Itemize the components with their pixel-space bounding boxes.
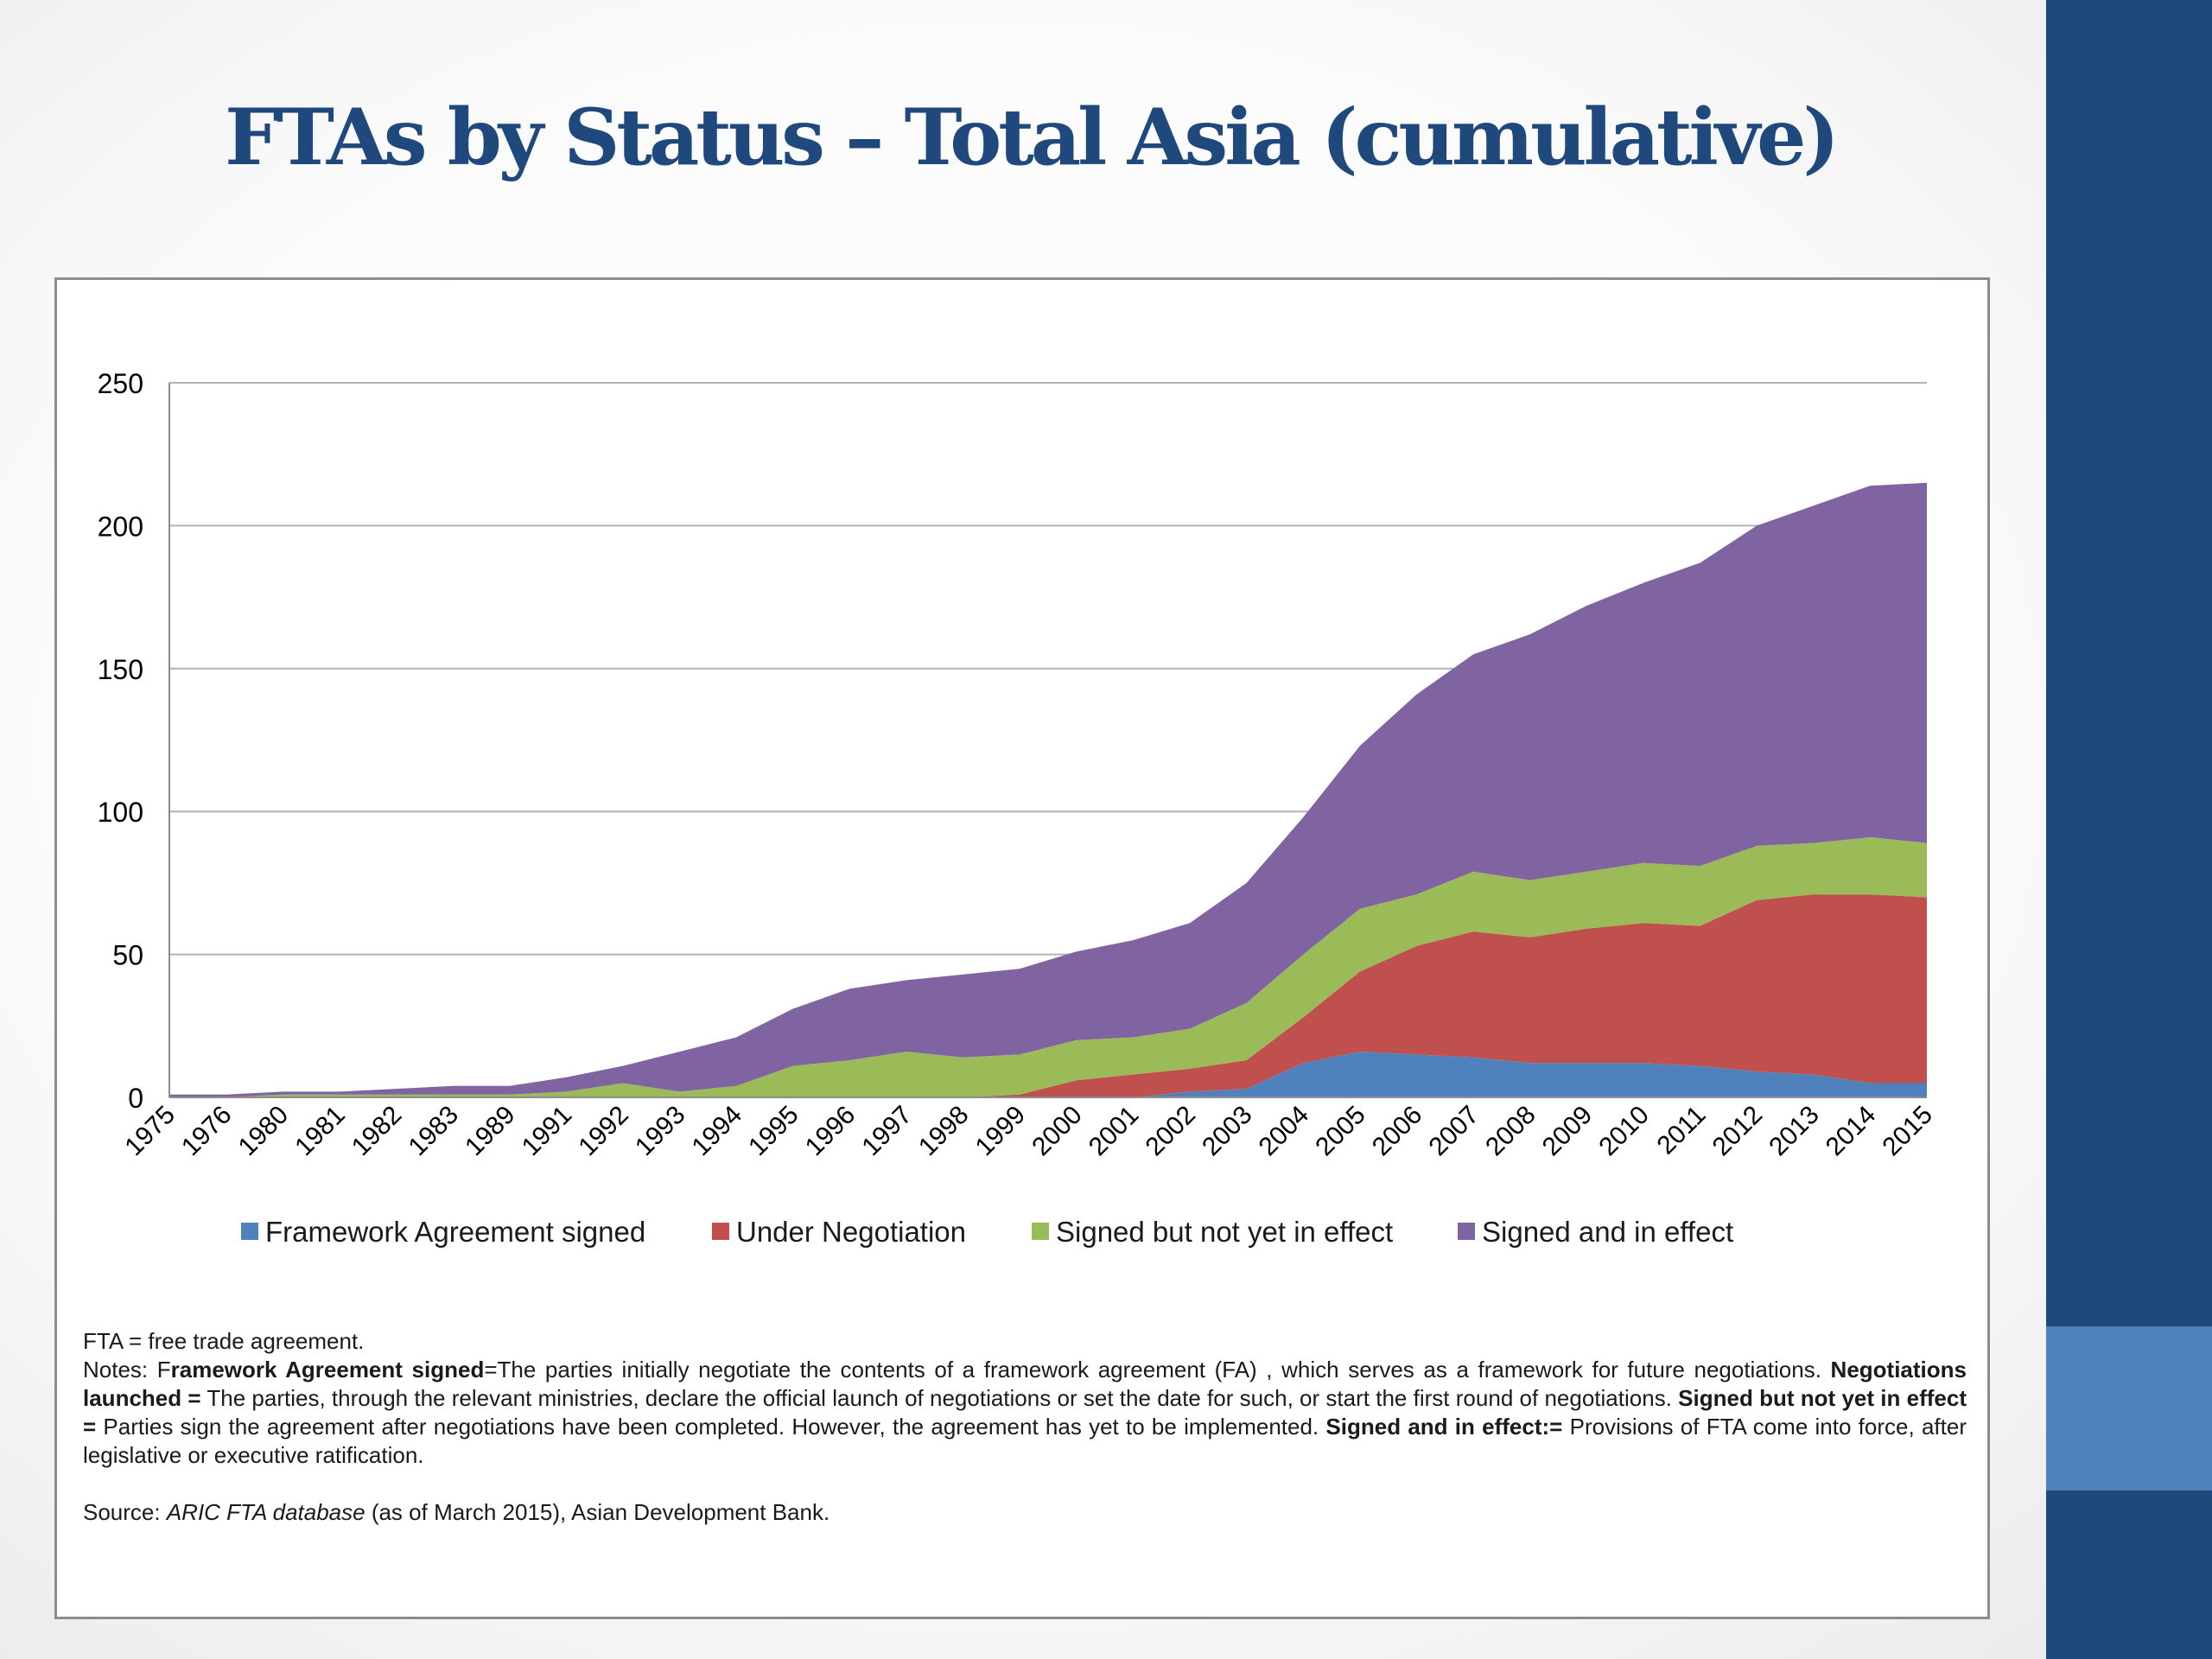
y-tick-label: 150 xyxy=(98,654,143,685)
axes xyxy=(168,383,1927,1098)
x-tick-label: 1982 xyxy=(346,1101,408,1162)
x-tick-label: 2000 xyxy=(1027,1101,1088,1162)
x-tick-label: 2001 xyxy=(1084,1101,1145,1162)
legend-label-under-negotiation: Under Negotiation xyxy=(736,1216,966,1248)
notes-paragraph: Notes: Framework Agreement signed=The pa… xyxy=(83,1356,1967,1470)
x-tick-label: 2007 xyxy=(1424,1101,1485,1162)
se-term: Signed and in effect:= xyxy=(1325,1414,1563,1440)
y-tick-label: 200 xyxy=(98,511,143,542)
x-tick-label: 2011 xyxy=(1652,1101,1712,1160)
x-tick-label: 2014 xyxy=(1821,1101,1882,1162)
notes-prefix: Notes: F xyxy=(83,1357,171,1382)
y-tick-label: 100 xyxy=(98,797,143,828)
y-tick-label: 250 xyxy=(98,368,143,399)
x-tick-label: 2004 xyxy=(1254,1101,1315,1162)
legend-label-framework-agreement-signed: Framework Agreement signed xyxy=(265,1216,645,1248)
sb-term: Signed but not yet in effect = xyxy=(83,1385,1967,1440)
x-tick-label: 2013 xyxy=(1764,1101,1825,1162)
x-tick-label: 2003 xyxy=(1197,1101,1258,1162)
area-signed-but-not-yet-in-effect xyxy=(169,837,1927,1097)
area-signed-and-in-effect xyxy=(169,482,1927,1097)
legend-label-signed-but-not-yet-in-effect: Signed but not yet in effect xyxy=(1056,1216,1393,1248)
legend-swatch-signed-and-in-effect xyxy=(1458,1223,1475,1240)
sidebar-accent-block xyxy=(2046,1326,2212,1491)
y-tick-labels: 0 50 100 150 200 250 xyxy=(98,368,143,1114)
y-tick-label: 50 xyxy=(112,940,143,971)
fta-definition: FTA = free trade agreement. xyxy=(83,1328,365,1354)
x-tick-label: 2009 xyxy=(1537,1101,1599,1162)
x-tick-label: 1996 xyxy=(800,1101,861,1162)
source-name: ARIC FTA database xyxy=(166,1499,365,1525)
legend-label-signed-and-in-effect: Signed and in effect xyxy=(1482,1216,1733,1248)
x-tick-label: 2015 xyxy=(1877,1101,1938,1162)
legend: Framework Agreement signed Under Negotiat… xyxy=(241,1216,1733,1248)
x-tick-label: 1989 xyxy=(460,1101,521,1162)
stacked-area-chart: 0 50 100 150 200 250 197519761980198119821983… xyxy=(98,368,1938,1248)
nl-term: Negotiations launched = xyxy=(83,1357,1967,1411)
y-tick-label: 0 xyxy=(128,1083,143,1114)
x-tick-label: 1991 xyxy=(517,1101,578,1162)
x-tick-label: 1993 xyxy=(630,1101,691,1162)
chart-frame: 0 50 100 150 200 250 1975 1976 1980 1981 1982 1983… xyxy=(54,277,1990,1619)
area-framework-agreement-signed xyxy=(169,1052,1927,1097)
x-tick-label: 2002 xyxy=(1140,1101,1201,1162)
x-tick-label: 1998 xyxy=(913,1101,975,1162)
source-prefix: Source: xyxy=(83,1499,167,1525)
x-tick-label: 2005 xyxy=(1310,1101,1371,1162)
source-line: Source: ARIC FTA database (as of March 2… xyxy=(83,1498,1967,1527)
x-tick-label: 2010 xyxy=(1593,1101,1655,1162)
x-tick-label: 1995 xyxy=(743,1101,804,1162)
slide-title: FTAs by Status – Total Asia (cumulative) xyxy=(225,92,1840,183)
nl-definition: The parties, through the relevant minist… xyxy=(200,1385,1679,1411)
x-tick-label: 2006 xyxy=(1367,1101,1428,1162)
x-tick-label: 1980 xyxy=(233,1101,295,1162)
chart-notes: FTA = free trade agreement. Notes: Frame… xyxy=(83,1327,1967,1527)
x-tick-label: 1997 xyxy=(856,1101,918,1162)
fa-definition: =The parties initially negotiate the con… xyxy=(484,1357,1831,1382)
legend-swatch-framework-agreement-signed xyxy=(241,1223,258,1240)
x-tick-label: 1992 xyxy=(573,1101,634,1162)
area-under-negotiation xyxy=(169,894,1927,1097)
x-tick-label: 1976 xyxy=(176,1101,238,1162)
se-definition: Provisions of FTA come into force, after… xyxy=(83,1414,1967,1468)
x-tick-label: 1994 xyxy=(687,1101,748,1162)
fa-term: ramework Agreement signed xyxy=(170,1357,485,1382)
x-tick-label: 1983 xyxy=(403,1101,464,1162)
x-tick-label: 2012 xyxy=(1707,1101,1769,1162)
x-tick-labels: 1975197619801981198219831989199119921993… xyxy=(119,1101,1938,1162)
x-tick-label: 1981 xyxy=(289,1101,351,1162)
x-tick-label: 2008 xyxy=(1480,1101,1541,1162)
legend-swatch-signed-but-not-yet-in-effect xyxy=(1032,1223,1049,1240)
source-suffix: (as of March 2015), Asian Development Ba… xyxy=(365,1499,830,1525)
sb-definition: Parties sign the agreement after negotia… xyxy=(96,1414,1326,1440)
x-tick-label: 1999 xyxy=(970,1101,1032,1162)
legend-swatch-under-negotiation xyxy=(712,1223,729,1240)
area-series xyxy=(169,482,1927,1097)
